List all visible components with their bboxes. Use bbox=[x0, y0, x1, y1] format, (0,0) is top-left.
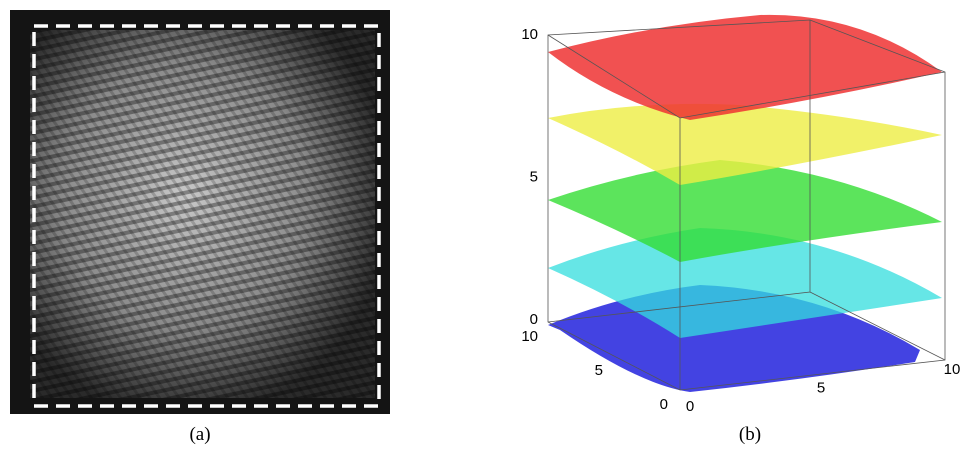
fringe-image bbox=[10, 10, 390, 414]
x-tick-label: 5 bbox=[817, 379, 825, 396]
panel-label: (a) bbox=[189, 424, 210, 445]
panel-label: (b) bbox=[739, 424, 761, 445]
y-tick-label: 5 bbox=[595, 362, 603, 379]
z-tick-label: 5 bbox=[530, 168, 538, 185]
x-tick-label: 0 bbox=[686, 398, 694, 415]
z-tick-label: 0 bbox=[530, 311, 538, 328]
x-tick-label: 10 bbox=[944, 361, 961, 378]
surfaces bbox=[548, 14, 942, 392]
z-tick-label: 10 bbox=[521, 26, 538, 43]
y-tick-label: 0 bbox=[660, 396, 668, 413]
y-tick-label: 10 bbox=[521, 328, 538, 345]
axis-box bbox=[547, 19, 946, 391]
dashed-box bbox=[32, 24, 381, 408]
